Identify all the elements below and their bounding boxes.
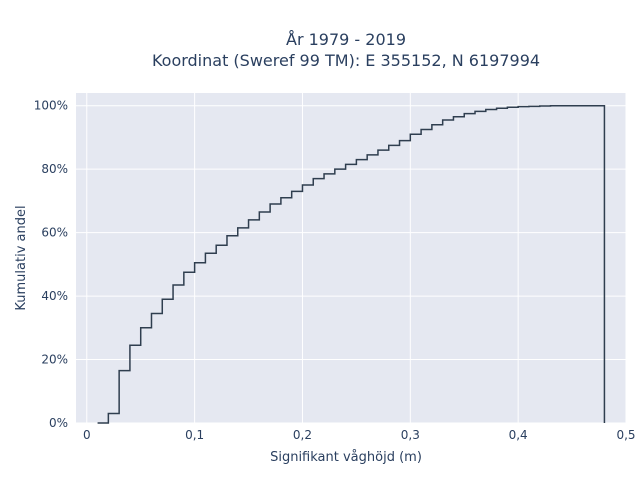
x-tick-label: 0 bbox=[83, 428, 91, 442]
plot-area bbox=[76, 93, 626, 423]
chart-title-line1: År 1979 - 2019 bbox=[286, 30, 406, 49]
y-tick-label: 40% bbox=[41, 289, 68, 303]
x-axis-title: Signifikant våghöjd (m) bbox=[270, 450, 422, 465]
y-axis-title: Kumulativ andel bbox=[14, 205, 29, 310]
y-tick-label: 80% bbox=[41, 162, 68, 176]
y-tick-labels: 0% 20% 40% 60% 80% 100% bbox=[34, 99, 68, 430]
y-tick-label: 20% bbox=[41, 353, 68, 367]
x-tick-label: 0,1 bbox=[185, 428, 204, 442]
x-tick-label: 0,3 bbox=[401, 428, 420, 442]
cdf-series-line bbox=[97, 104, 606, 424]
y-tick-label: 60% bbox=[41, 226, 68, 240]
y-tick-label: 100% bbox=[34, 99, 68, 113]
x-tick-label: 0,4 bbox=[509, 428, 528, 442]
grid-lines bbox=[76, 93, 627, 424]
y-tick-label: 0% bbox=[49, 416, 68, 430]
x-tick-labels: 0 0,1 0,2 0,3 0,4 0,5 bbox=[83, 428, 636, 442]
x-tick-label: 0,5 bbox=[616, 428, 635, 442]
chart-title-line2: Koordinat (Sweref 99 TM): E 355152, N 61… bbox=[152, 51, 540, 70]
x-tick-label: 0,2 bbox=[293, 428, 312, 442]
